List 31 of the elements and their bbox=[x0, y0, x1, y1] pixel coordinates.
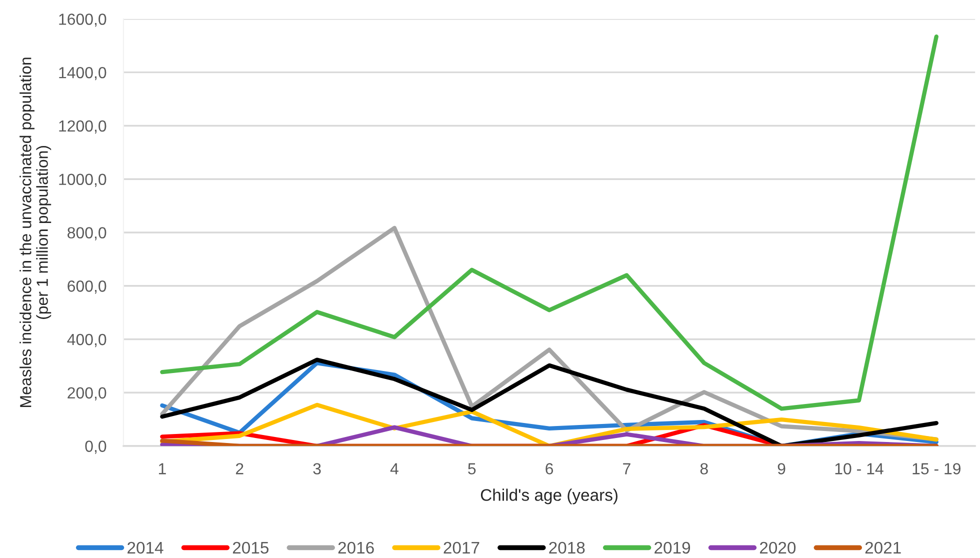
y-tick-label: 400,0 bbox=[67, 334, 106, 348]
x-tick-label: 15 - 19 bbox=[912, 463, 960, 474]
x-tick-label: 1 bbox=[158, 463, 166, 474]
y-axis-title: Measles incidence in the unvaccinated population (per 1 million population) bbox=[20, 58, 52, 407]
legend-label: 2021 bbox=[865, 542, 901, 554]
legend-label: 2016 bbox=[338, 542, 374, 554]
y-tick-label: 1200,0 bbox=[59, 120, 106, 134]
y-tick-label: 0,0 bbox=[85, 440, 106, 454]
x-tick-label: 2 bbox=[236, 463, 244, 474]
x-tick-label: 4 bbox=[390, 463, 398, 474]
legend-label: 2014 bbox=[128, 542, 164, 554]
x-tick-label: 9 bbox=[778, 463, 786, 474]
x-axis-title: Child's age (years) bbox=[480, 488, 618, 504]
legend-label: 2018 bbox=[549, 542, 585, 554]
x-tick-label: 7 bbox=[623, 463, 630, 474]
x-tick-label: 10 - 14 bbox=[835, 463, 884, 474]
x-tick-label: 3 bbox=[313, 463, 321, 474]
x-tick-label: 5 bbox=[468, 463, 476, 474]
y-tick-label: 1400,0 bbox=[59, 66, 106, 80]
line-series bbox=[160, 34, 938, 411]
legend-label: 2015 bbox=[232, 542, 268, 554]
y-tick-label: 1600,0 bbox=[59, 14, 106, 27]
legend-label: 2017 bbox=[444, 542, 480, 554]
y-tick-label: 1000,0 bbox=[59, 174, 106, 187]
x-tick-label: 8 bbox=[700, 463, 708, 474]
y-tick-label: 600,0 bbox=[68, 280, 106, 294]
x-tick-label: 6 bbox=[546, 463, 554, 474]
y-tick-label: 800,0 bbox=[68, 227, 106, 240]
y-tick-label: 200,0 bbox=[68, 387, 106, 400]
legend-label: 2020 bbox=[760, 542, 796, 554]
legend-label: 2019 bbox=[654, 542, 690, 554]
